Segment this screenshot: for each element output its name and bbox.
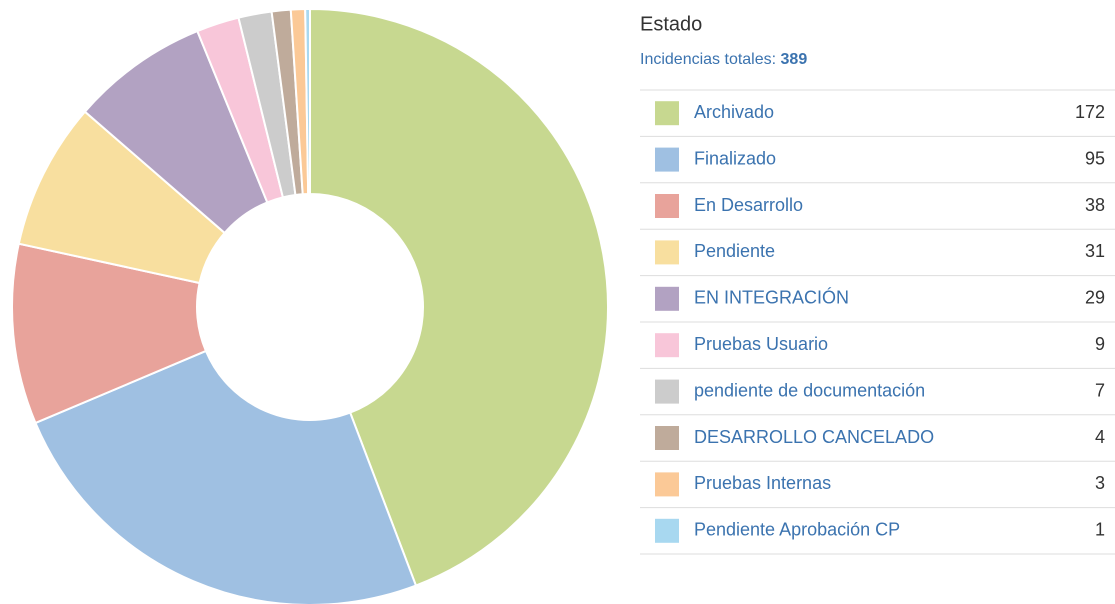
chart-title: Estado	[640, 13, 702, 35]
legend-label: EN INTEGRACIÓN	[694, 287, 849, 308]
legend-swatch	[655, 426, 679, 450]
legend-label: Finalizado	[694, 148, 776, 168]
legend-label: En Desarrollo	[694, 195, 803, 215]
legend: Archivado 172 Finalizado 95 En Desarrollo 38 P…	[640, 89, 1115, 555]
slice	[309, 7, 609, 587]
legend-value: 31	[1085, 241, 1105, 261]
legend-value: 7	[1095, 380, 1105, 400]
slice	[34, 349, 418, 604]
legend-value: 172	[1075, 102, 1105, 122]
legend-swatch	[655, 472, 679, 497]
legend-swatch	[655, 101, 679, 126]
legend-value: 29	[1085, 288, 1105, 308]
legend-label: DESARROLLO CANCELADO	[694, 427, 934, 447]
legend-swatch	[655, 333, 679, 358]
legend-label: pendiente de documentación	[694, 380, 925, 400]
donut	[11, 7, 609, 604]
slice	[11, 242, 208, 425]
legend-value: 95	[1085, 148, 1105, 168]
legend-swatch	[655, 286, 679, 311]
legend-label: Pendiente	[694, 241, 775, 261]
legend-swatch	[655, 147, 679, 172]
legend-label: Pruebas Usuario	[694, 334, 828, 354]
legend-label: Pruebas Internas	[694, 473, 831, 493]
legend-swatch	[655, 518, 679, 543]
total-label: Incidencias totales:	[640, 51, 776, 68]
total-value: 389	[781, 51, 808, 68]
total-line: Incidencias totales: 389	[640, 51, 807, 68]
legend-label: Pendiente Aprobación CP	[694, 520, 900, 540]
legend-swatch	[655, 194, 679, 218]
legend-swatch	[655, 240, 679, 265]
legend-label: Archivado	[694, 102, 774, 122]
slice	[304, 7, 311, 196]
legend-value: 1	[1095, 520, 1105, 540]
legend-value: 4	[1095, 427, 1105, 447]
legend-value: 3	[1095, 473, 1105, 493]
legend-swatch	[655, 379, 679, 404]
legend-value: 9	[1095, 334, 1105, 354]
legend-value: 38	[1085, 195, 1105, 215]
